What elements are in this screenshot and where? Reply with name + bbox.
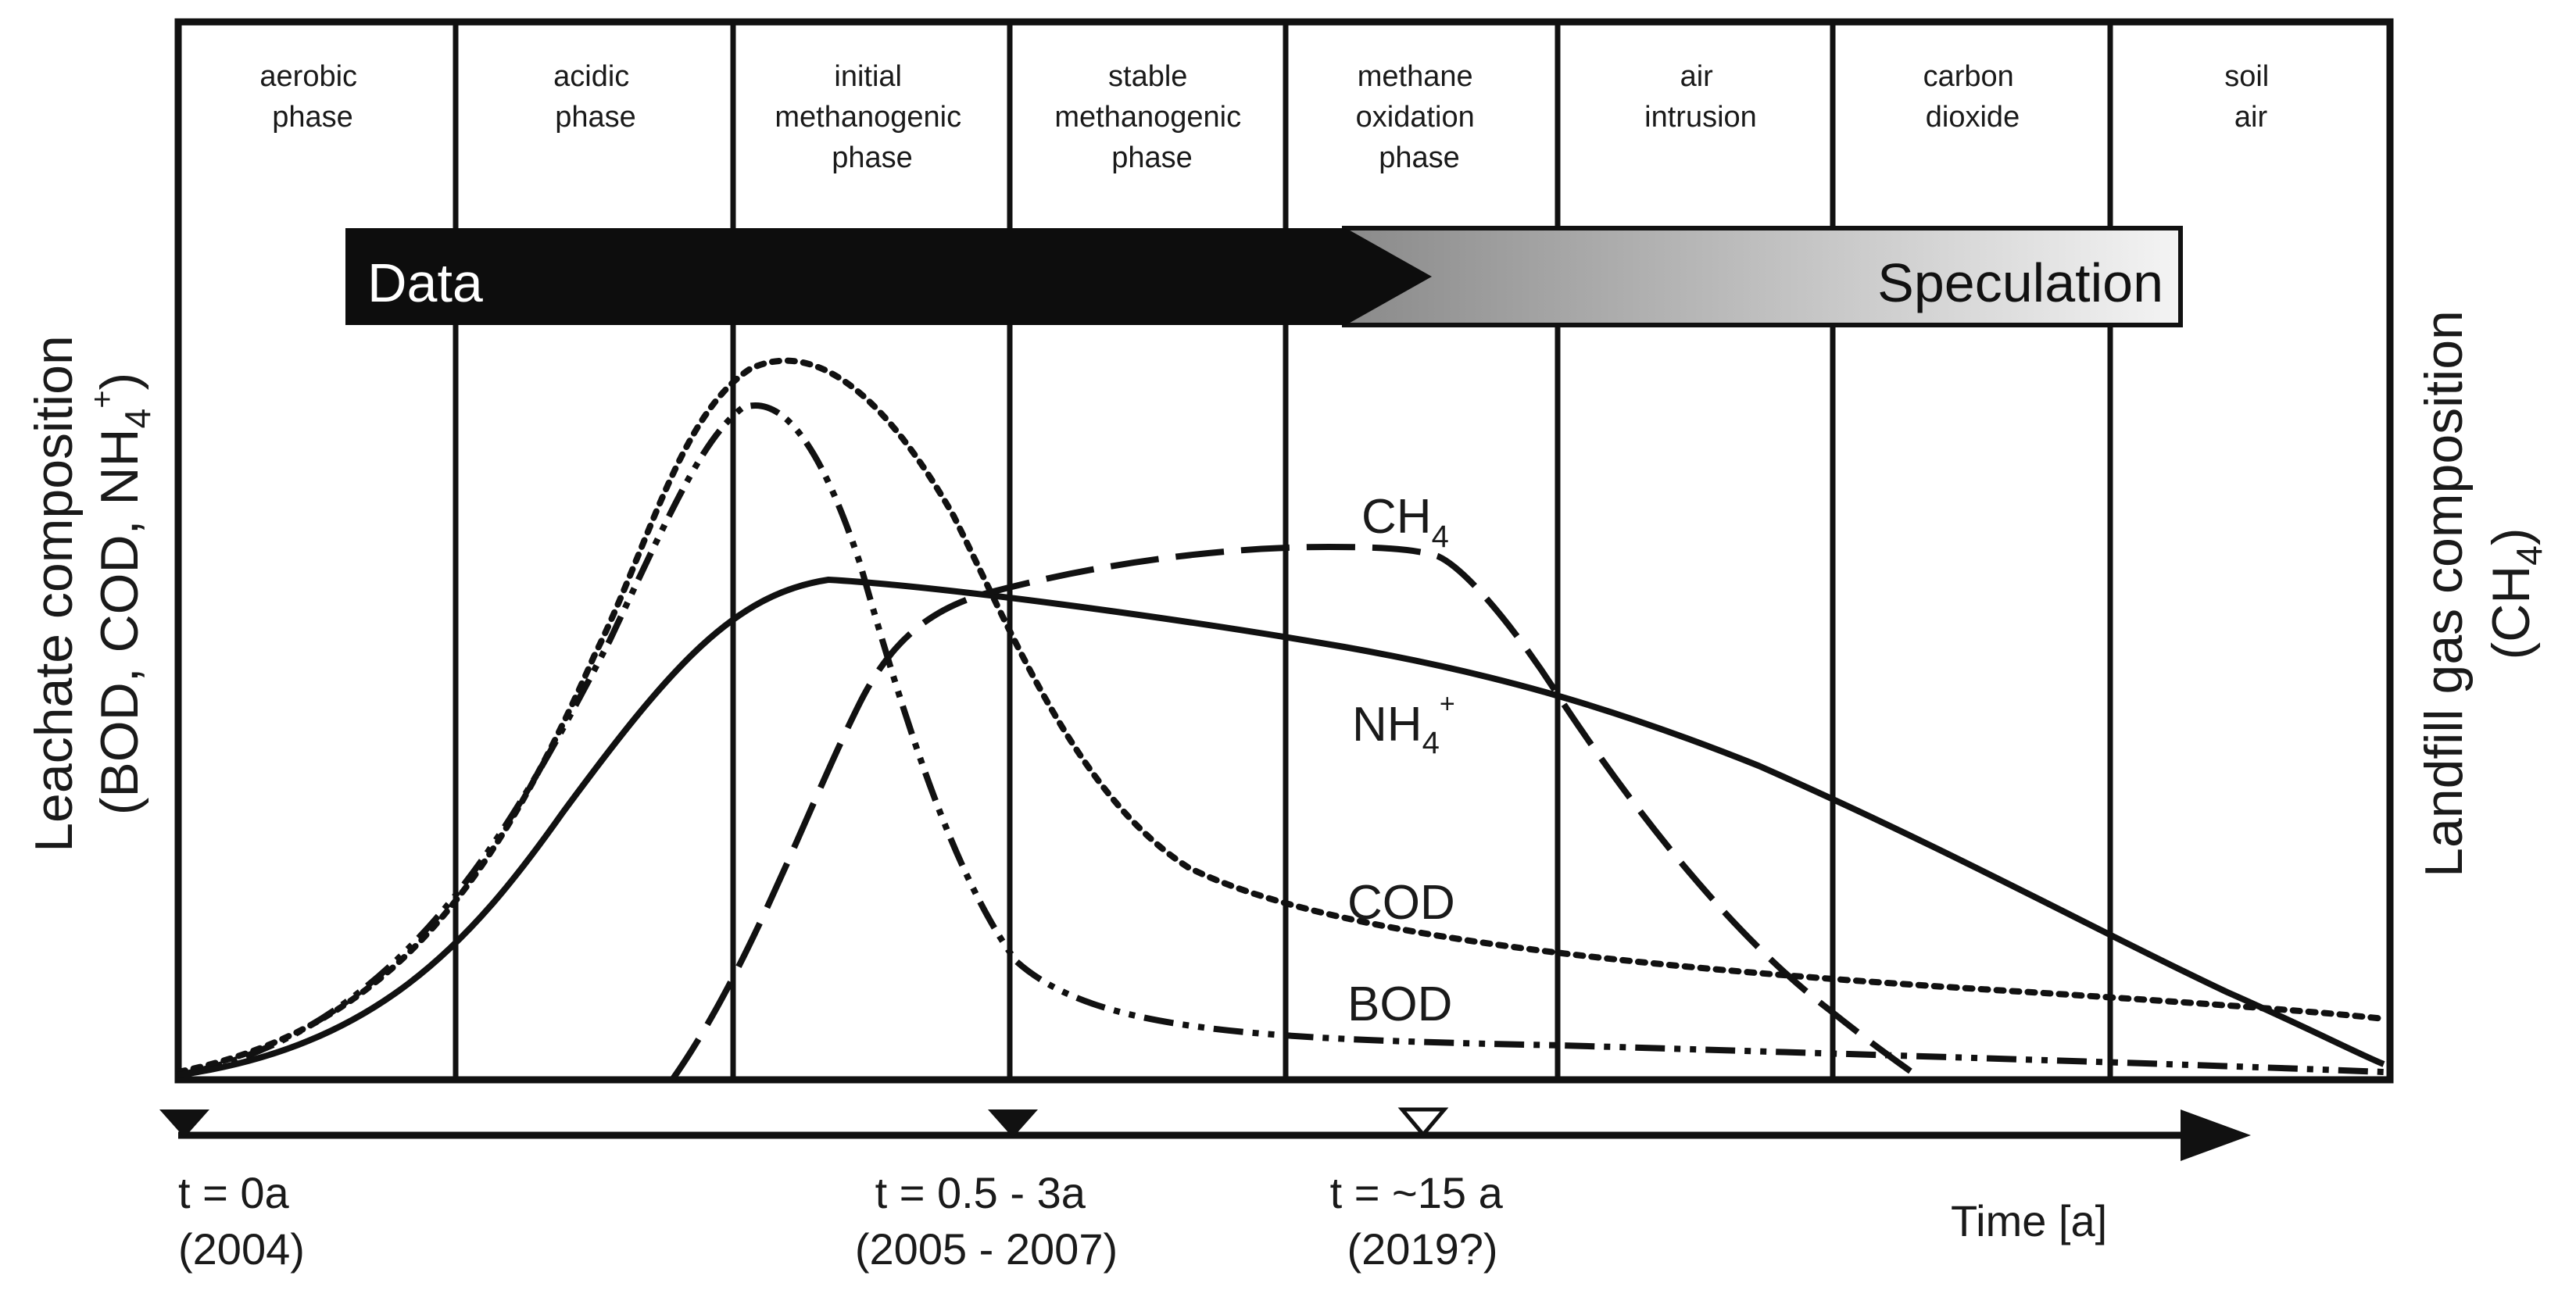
data-speculation-bar: Data Speculation [345,226,2183,327]
phase-label: stable methanogenic phase [1054,60,1249,174]
bod-curve [177,402,2385,1078]
phase-label: air intrusion [1644,60,1757,134]
bod-label: BOD [1347,977,1452,1031]
marker-mid-label: t = 0.5 - 3a (2005 - 2007) [855,1168,1118,1274]
time-axis-labels: t = 0a (2004) t = 0.5 - 3a (2005 - 2007)… [178,1168,2107,1274]
speculation-label: Speculation [1877,252,2163,313]
marker-open-label: t = ~15 a (2019?) [1330,1168,1515,1274]
phase-label: carbon dioxide [1923,60,2023,134]
phase-label: acidic phase [553,60,638,134]
phase-label: methane oxidation phase [1356,60,1483,174]
phase-headers: aerobic phase acidic phase initial metha… [259,60,2277,174]
marker-open-icon [1397,1107,1449,1138]
left-axis-label: Leachate composition (BOD, COD, NH4+) [24,335,158,852]
marker-start-label: t = 0a (2004) [178,1168,305,1274]
marker-start-icon [159,1109,209,1138]
svg-text:Leachate composition: Leachate composition [24,335,84,852]
nh4-label: NH4+ [1352,689,1455,760]
cod-label: COD [1347,876,1455,930]
ch4-label: CH4 [1361,490,1449,554]
right-axis-label: Landfill gas composition (CH4) [2414,310,2549,877]
svg-text:(BOD, COD, NH4+): (BOD, COD, NH4+) [85,373,158,816]
curves [175,357,2387,1083]
ch4-curve [669,543,1925,1083]
speculation-bar [1342,226,2183,327]
marker-mid-icon [988,1109,1038,1138]
data-bar [345,228,1432,325]
time-axis-title: Time [a] [1951,1196,2107,1245]
data-label: Data [367,252,483,313]
svg-text:(CH4): (CH4) [2481,527,2549,659]
svg-text:Landfill gas composition: Landfill gas composition [2414,310,2474,877]
phase-label: aerobic phase [259,60,365,134]
nh4-curve [177,576,2385,1078]
time-axis [159,1107,2251,1161]
phase-label: initial methanogenic phase [775,60,969,174]
curve-labels: CH4 NH4+ COD BOD [1347,490,1455,1031]
cod-curve [175,357,2387,1075]
time-axis-arrowhead [2181,1109,2251,1161]
phase-label: soil air [2224,60,2277,134]
